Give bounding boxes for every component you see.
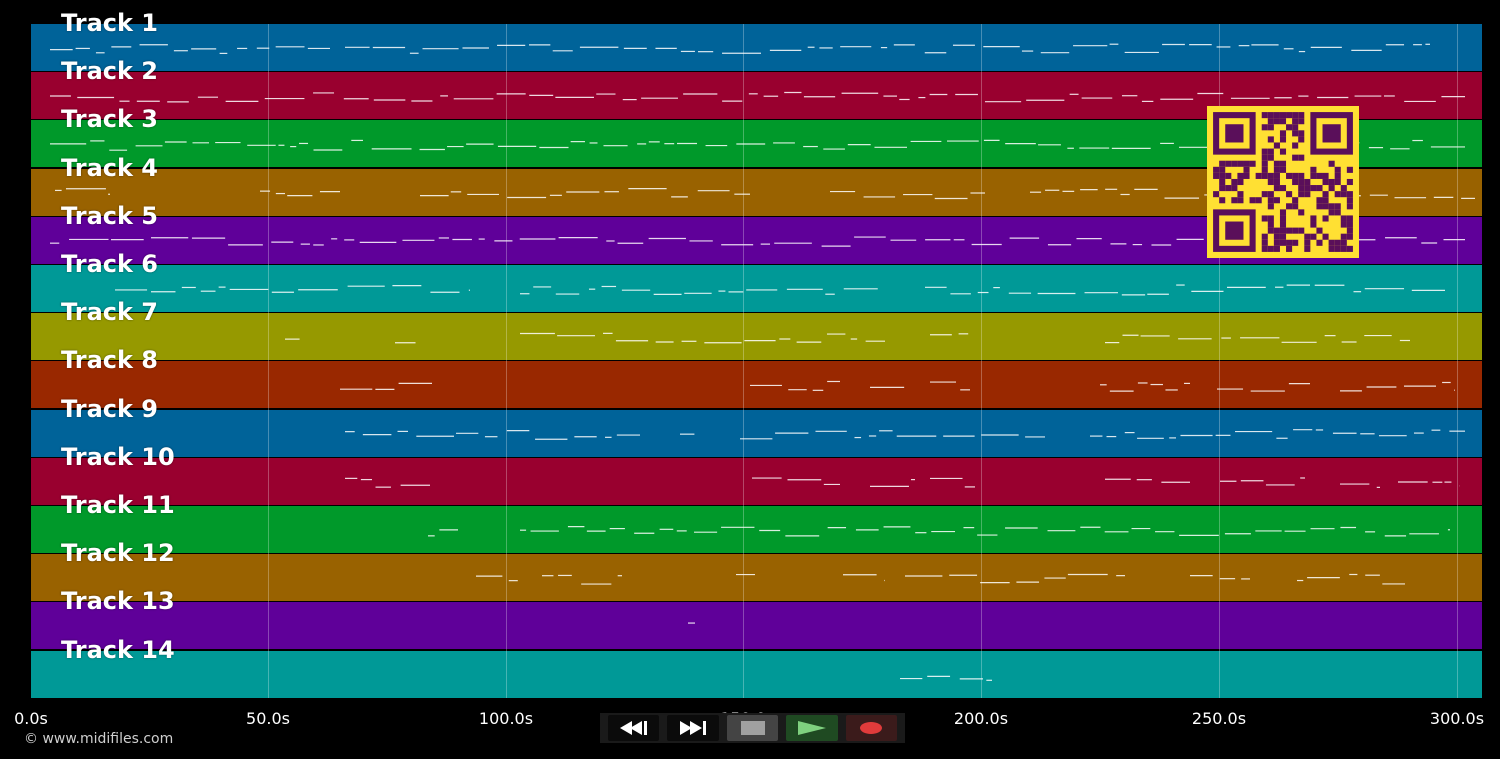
track-label: Track 1 xyxy=(61,9,159,37)
track-label: Track 10 xyxy=(61,442,175,471)
gridline xyxy=(743,24,744,698)
track-label: Track 2 xyxy=(61,57,159,86)
gridline xyxy=(1219,24,1220,698)
track-lane xyxy=(31,602,1482,650)
gridline xyxy=(506,24,507,698)
tick-label: 300.0s xyxy=(1429,709,1485,728)
tick-label: 200.0s xyxy=(953,709,1009,728)
track-lane xyxy=(31,457,1482,505)
qr-code xyxy=(1207,106,1359,258)
transport-controls xyxy=(600,713,905,743)
stop-button[interactable] xyxy=(726,715,779,741)
tick-label: 250.0s xyxy=(1191,709,1247,728)
track-lane xyxy=(31,554,1482,602)
track-label: Track 12 xyxy=(61,539,175,568)
track-label: Track 11 xyxy=(61,491,175,519)
play-icon xyxy=(797,721,826,735)
track-lane xyxy=(31,650,1482,698)
tick-label: 100.0s xyxy=(478,709,534,728)
tick-label: 0.0s xyxy=(14,709,48,728)
track-label: Track 9 xyxy=(61,394,159,423)
track-lane xyxy=(31,361,1482,409)
play-button[interactable] xyxy=(786,715,838,741)
track-lane xyxy=(31,409,1482,457)
copyright-text: © www.midifiles.com xyxy=(24,731,174,747)
track-lane xyxy=(31,265,1482,312)
gridline xyxy=(981,24,982,698)
record-button[interactable] xyxy=(845,715,898,741)
track-lane xyxy=(31,506,1482,553)
gridline xyxy=(1457,24,1458,698)
record-icon xyxy=(860,722,883,734)
rewind-icon xyxy=(619,721,647,735)
fast-forward-icon xyxy=(680,721,707,735)
rewind-button[interactable] xyxy=(608,715,660,741)
track-label: Track 4 xyxy=(61,153,159,182)
track-lane xyxy=(31,24,1482,71)
track-label: Track 13 xyxy=(61,587,175,616)
track-lane xyxy=(31,313,1482,361)
tick-label: 50.0s xyxy=(246,709,290,728)
gridline xyxy=(268,24,269,698)
track-label: Track 3 xyxy=(61,105,159,134)
stop-icon xyxy=(740,721,765,735)
track-label: Track 5 xyxy=(61,201,159,230)
fast-forward-button[interactable] xyxy=(667,715,719,741)
track-label: Track 7 xyxy=(61,298,159,327)
track-label: Track 14 xyxy=(61,635,175,664)
track-label: Track 6 xyxy=(61,250,159,278)
track-label: Track 8 xyxy=(61,346,159,375)
